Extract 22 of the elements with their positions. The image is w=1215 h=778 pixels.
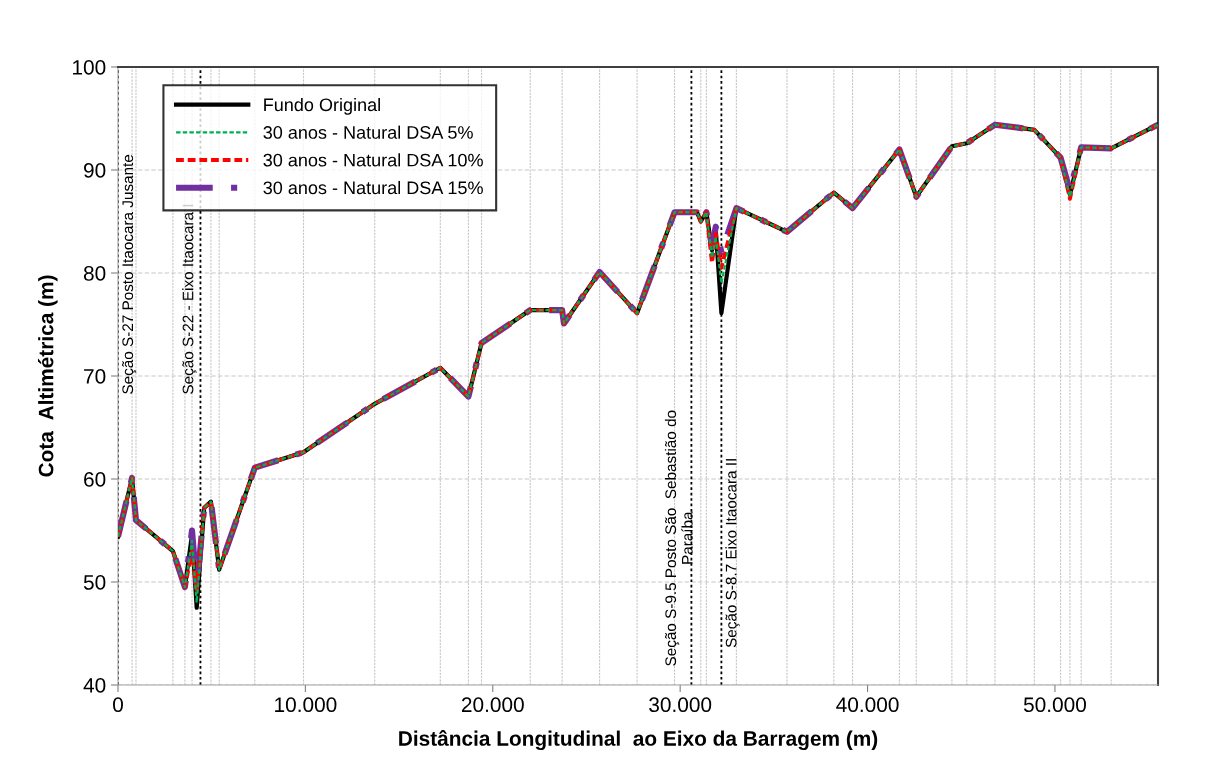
ref-line-label: Seção S-8.7 Eixo Itaocara II (725, 459, 740, 648)
legend-label: Fundo Original (264, 97, 380, 115)
legend-label: 30 anos - Natural DSA 15% (263, 180, 483, 195)
x-tick-label: 30.000 (649, 697, 712, 713)
x-tick-label: 50.000 (1023, 697, 1086, 713)
x-axis-title: Distância Longitudinal ao Eixo da Barragem (m) (399, 730, 878, 751)
y-tick-label: 80 (83, 266, 106, 281)
y-tick-label: 60 (84, 472, 106, 487)
legend-label: 30 anos - Natural DSA 5% (263, 125, 473, 139)
ref-line-label: Seção S-9.5 Posto São Sebastião do Paraíba (664, 410, 693, 666)
ref-line-label: Seção S-27 Posto Itaocara Jusante (122, 154, 137, 394)
x-tick-label: 40.000 (836, 697, 899, 713)
y-axis-title: Cota Altimétrica (m) (37, 275, 58, 477)
y-tick-label: 70 (84, 369, 106, 384)
x-tick-label: 20.000 (461, 697, 524, 713)
x-tick-label: 10.000 (275, 697, 337, 713)
x-tick-label: 0 (113, 697, 123, 713)
y-tick-label: 100 (73, 60, 106, 75)
y-tick-label: 50 (83, 575, 106, 590)
y-tick-label: 90 (84, 163, 106, 178)
y-tick-label: 40 (83, 678, 106, 693)
legend-label: 30 anos - Natural DSA 10% (263, 153, 483, 167)
